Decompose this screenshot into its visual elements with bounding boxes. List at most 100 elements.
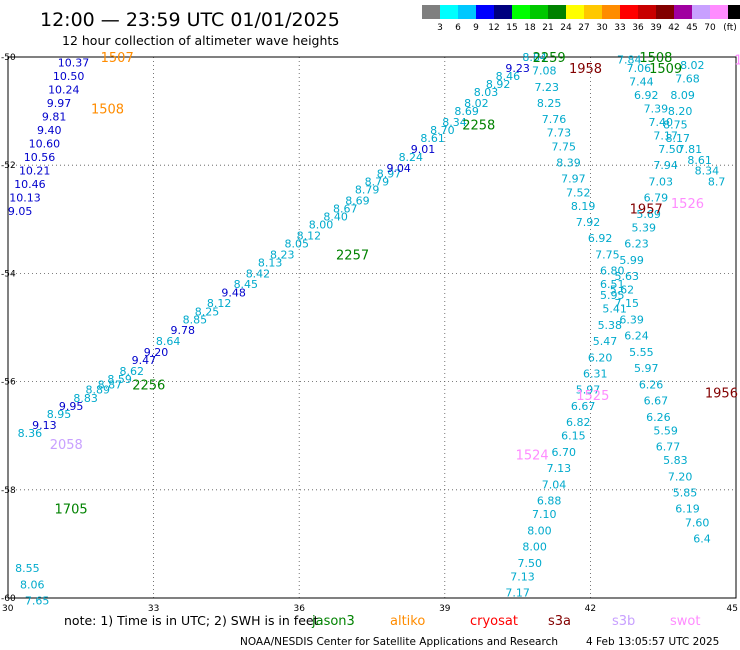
colorbar-swatch xyxy=(422,5,440,19)
colorbar-tick-label: 9 xyxy=(473,23,479,33)
wave-height-value: 10.50 xyxy=(53,70,85,83)
wave-height-value: 6.39 xyxy=(619,313,644,326)
colorbar-swatch xyxy=(728,5,740,19)
wave-height-value: 8.69 xyxy=(454,105,479,118)
wave-height-value: 7.68 xyxy=(675,73,700,86)
wave-height-value: 5.38 xyxy=(598,319,623,332)
wave-height-value: 7.84 xyxy=(617,54,642,67)
pass-time-label: 1508 xyxy=(91,102,124,117)
colorbar-tick-label: 39 xyxy=(650,23,662,33)
x-tick-label: 33 xyxy=(148,604,159,614)
pass-time-label: 1958 xyxy=(569,62,602,77)
wave-height-value: 7.17 xyxy=(653,129,678,142)
wave-height-value: 7.50 xyxy=(658,143,683,156)
wave-height-value: 9.47 xyxy=(132,354,157,367)
wave-height-value: 7.44 xyxy=(629,75,654,88)
colorbar-tick-label: 33 xyxy=(614,23,625,33)
pass-time-label: 1507 xyxy=(101,51,134,66)
wave-height-value: 8.09 xyxy=(670,89,695,102)
wave-height-value: 6.92 xyxy=(634,89,659,102)
colorbar-swatch xyxy=(476,5,494,19)
wave-height-value: 9.01 xyxy=(411,143,436,156)
colorbar-tick-label: 6 xyxy=(455,23,461,33)
wave-height-value: 8.23 xyxy=(270,248,295,261)
satellite-legend-item: cryosat xyxy=(470,614,518,629)
colorbar-swatch xyxy=(548,5,566,19)
pass-time-label: 1526 xyxy=(671,197,704,212)
wave-height-value: 8.64 xyxy=(156,335,181,348)
wave-height-value: 7.06 xyxy=(627,62,652,75)
wave-height-value: 8.12 xyxy=(207,297,232,310)
wave-height-value: 7.04 xyxy=(542,478,567,491)
wave-height-value: 5.83 xyxy=(663,454,688,467)
wave-height-value: 8.79 xyxy=(365,175,390,188)
wave-height-value: 9.13 xyxy=(32,419,57,432)
wave-height-value: 6.15 xyxy=(561,430,586,443)
colorbar-tick-label: 45 xyxy=(686,23,697,33)
wave-height-value: 7.17 xyxy=(505,587,530,600)
wave-height-value: 7.52 xyxy=(566,186,591,199)
wave-height-value: 5.95 xyxy=(600,289,625,302)
x-tick-label: 30 xyxy=(2,604,14,614)
wave-height-value: 6.70 xyxy=(551,446,576,459)
wave-height-value: 7.03 xyxy=(649,175,674,188)
wave-height-value: 9.78 xyxy=(170,324,195,337)
wave-height-value: 5.69 xyxy=(636,208,661,221)
colorbar-swatch xyxy=(530,5,548,19)
wave-height-value: 5.39 xyxy=(632,221,657,234)
colorbar-swatch xyxy=(458,5,476,19)
wave-height-value: 8.59 xyxy=(107,373,132,386)
colorbar-tick-label: 30 xyxy=(596,23,608,33)
wave-height-value: 10.21 xyxy=(19,165,51,178)
wave-height-value: 6.20 xyxy=(588,351,613,364)
pass-time-label: 2259 xyxy=(533,51,566,66)
wave-height-value: 8.61 xyxy=(420,132,445,145)
wave-height-value: 7.20 xyxy=(668,470,693,483)
wave-height-value: 9.81 xyxy=(42,111,67,124)
pass-time-label: 1 xyxy=(734,54,740,69)
wave-height-value: 5.47 xyxy=(593,335,618,348)
wave-height-value: 9.40 xyxy=(37,124,62,137)
pass-time-label: 1509 xyxy=(649,62,682,77)
colorbar-tick-label: 21 xyxy=(542,23,553,33)
wave-height-value: 8.70 xyxy=(430,124,455,137)
colorbar-swatch xyxy=(638,5,656,19)
wave-height-value: 8.87 xyxy=(98,378,123,391)
colorbar-tick-label: 18 xyxy=(524,23,536,33)
wave-height-value: 8.83 xyxy=(73,392,98,405)
wave-height-value: 6.4 xyxy=(693,532,711,545)
colorbar-tick-label: 70 xyxy=(704,23,716,33)
satellite-legend-item: jason3 xyxy=(311,614,355,629)
colorbar-swatch xyxy=(692,5,710,19)
wave-height-value: 5.41 xyxy=(602,303,627,316)
colorbar-swatch xyxy=(602,5,620,19)
pass-time-label: 1957 xyxy=(630,202,663,217)
wave-height-value: 7.75 xyxy=(551,140,576,153)
wave-height-value: 8.06 xyxy=(20,578,45,591)
wave-height-value: 8.55 xyxy=(15,562,40,575)
wave-height-value: 6.82 xyxy=(566,416,591,429)
colorbar-unit-label: (ft) xyxy=(723,23,737,33)
colorbar-swatch xyxy=(620,5,638,19)
wave-height-value: 10.13 xyxy=(9,192,41,205)
wave-height-value: 7.76 xyxy=(542,113,567,126)
wave-height-value: 6.92 xyxy=(588,232,613,245)
color-scale-legend: 3 6 9 12 15 18 21 24 27 30 33 36 39 42 45 70 (ft) xyxy=(422,5,740,33)
wave-height-value: 6.31 xyxy=(583,367,608,380)
x-tick-label: 42 xyxy=(585,604,596,614)
colorbar-tick-label: 15 xyxy=(506,23,517,33)
wave-height-value: 7.39 xyxy=(644,102,669,115)
wave-height-value: 6.77 xyxy=(656,441,681,454)
pass-time-label: 2257 xyxy=(336,248,369,263)
colorbar-swatch xyxy=(494,5,512,19)
wave-height-value: 9.20 xyxy=(144,346,169,359)
wave-height-value: 6.23 xyxy=(624,238,649,251)
generation-timestamp: 4 Feb 13:05:57 UTC 2025 xyxy=(586,636,719,648)
satellite-legend-item: s3a xyxy=(548,614,571,629)
wave-height-value: 9.95 xyxy=(59,400,84,413)
wave-height-value: 9.05 xyxy=(8,205,33,218)
wave-height-value: 8.40 xyxy=(323,211,348,224)
colorbar-swatch xyxy=(584,5,602,19)
